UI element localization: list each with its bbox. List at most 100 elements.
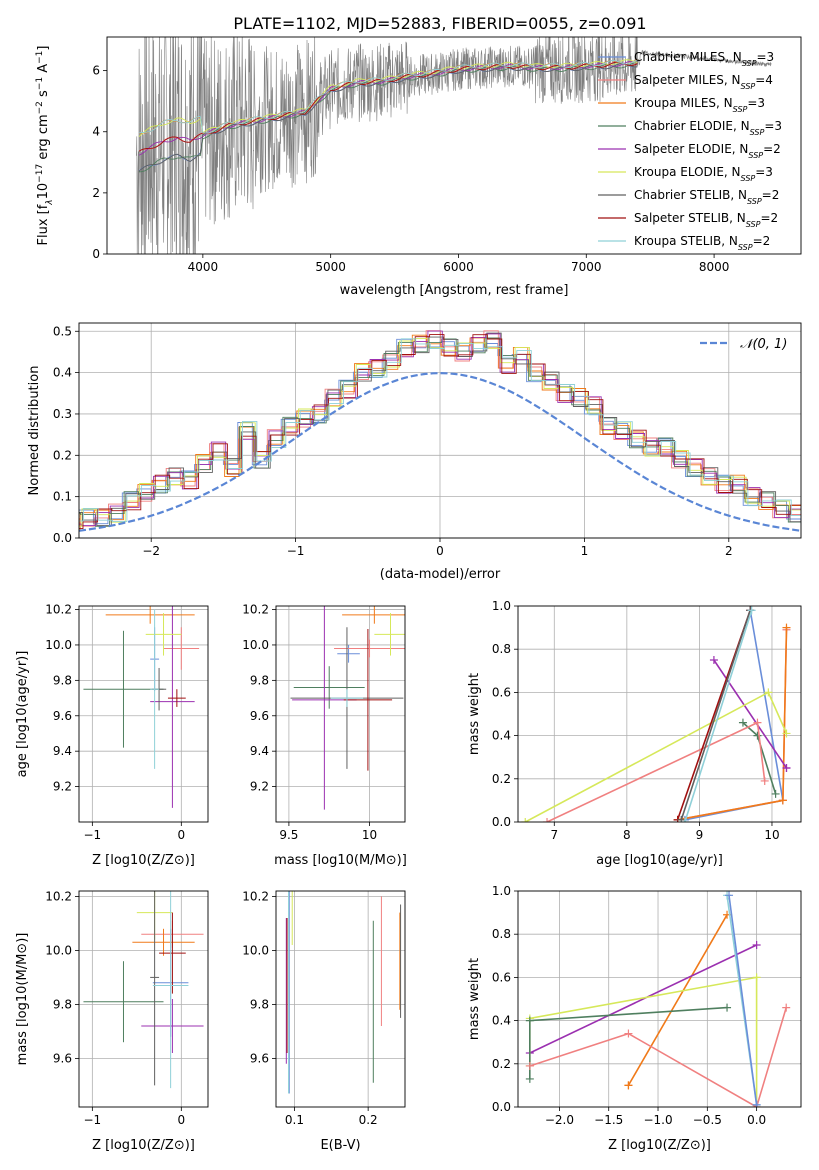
data-point (782, 764, 791, 772)
data-point (525, 1074, 534, 1083)
axes-frame (517, 605, 802, 823)
plot-area (525, 891, 791, 1107)
y-tick-label: 9.2 (250, 780, 269, 794)
x-axis-label: wavelength [Angstrom, rest frame] (340, 283, 569, 298)
histogram-step-line (79, 338, 801, 527)
y-tick-label: 9.4 (250, 744, 269, 758)
y-axis-label: mass weight (467, 958, 482, 1040)
data-point (677, 815, 686, 822)
y-axis-label: mass weight (467, 673, 482, 755)
y-axis-label: age [log10(age/yr)] (15, 651, 30, 778)
y-tick-label: 0.5 (53, 324, 72, 338)
data-point (521, 818, 530, 822)
y-tick-label: 9.8 (53, 673, 72, 687)
histogram-step-line (79, 334, 801, 530)
axes-frame (275, 605, 406, 823)
y-tick-label: 10.2 (45, 603, 72, 617)
x-tick-label: −1 (83, 828, 101, 842)
x-tick-label: 5000 (315, 260, 346, 274)
data-point (753, 731, 762, 740)
y-tick-label: 0.8 (492, 642, 511, 656)
data-point (543, 818, 552, 822)
data-point (738, 718, 747, 727)
y-tick-label: 0.4 (53, 366, 72, 380)
panel-mass-vs-Z: −1 0 9.6 9.8 10.0 10.2 Z [log10(Z/Z⊙)] mass [lo… (15, 889, 209, 1153)
y-axis-label: Flux [fλ10−17 erg cm−2 s−1 A−1] (35, 46, 55, 246)
x-tick-label: 10 (764, 828, 779, 842)
x-axis-label: Z [log10(Z/Z⊙)] (608, 1138, 711, 1153)
x-tick-label: 2 (725, 544, 733, 558)
model-spectrum-line (138, 59, 638, 137)
legend-label: 𝒩(0, 1) (740, 337, 787, 352)
histogram-step-line (79, 338, 801, 522)
legend-label: Kroupa MILES, NSSP=3 (634, 96, 765, 114)
y-tick-label: 0 (92, 247, 100, 261)
plot-area (285, 891, 402, 1094)
legend-label: Salpeter ELODIE, NSSP=2 (634, 142, 781, 160)
y-axis-label: Normed distribution (27, 366, 42, 496)
y-tick-label: 0.6 (492, 685, 511, 699)
y-tick-label: 0.0 (492, 1100, 511, 1114)
y-tick-label: 9.6 (250, 1051, 269, 1065)
x-tick-label: 0.0 (747, 1113, 766, 1127)
weight-series-line (546, 721, 766, 822)
x-axis-label: Z [log10(Z/Z⊙)] (92, 853, 195, 868)
y-tick-label: 0.0 (492, 815, 511, 829)
legend-label: Salpeter MILES, NSSP=4 (634, 73, 773, 91)
x-tick-label: 9.5 (279, 828, 298, 842)
y-tick-label: 0.1 (53, 490, 72, 504)
histogram-step-line (79, 334, 801, 531)
y-tick-label: 9.6 (53, 709, 72, 723)
weight-series-line (529, 1007, 787, 1107)
weight-series-line (627, 914, 728, 1086)
panel-residuals: −2 −1 0 1 2 0.0 0.1 0.2 0.3 0.4 0.5 (data-model)/er… (27, 322, 802, 582)
y-tick-label: 9.8 (53, 997, 72, 1011)
panel-weight-vs-Z: −2.0 −1.5 −1.0 −0.5 0.0 0.0 0.2 0.4 0.6 0.8 1.0 Z [… (467, 884, 802, 1153)
y-tick-label: 10.0 (242, 638, 269, 652)
x-tick-label: −2.0 (545, 1113, 574, 1127)
y-tick-label: 0.3 (53, 407, 72, 421)
y-axis-label: mass [log10(M/M⊙)] (15, 933, 30, 1066)
y-tick-label: 4 (92, 125, 100, 139)
axes-frame (78, 605, 209, 823)
legend-label: Chabrier STELIB, NSSP=2 (634, 188, 779, 206)
y-tick-label: 0.4 (492, 729, 511, 743)
y-tick-label: 1.0 (492, 599, 511, 613)
y-tick-label: 9.6 (53, 1051, 72, 1065)
y-tick-label: 1.0 (492, 884, 511, 898)
data-point (782, 1003, 791, 1012)
model-spectrum-line (138, 61, 638, 152)
y-tick-label: 0.8 (492, 927, 511, 941)
x-tick-label: −1 (83, 1113, 101, 1127)
x-tick-label: −1 (287, 544, 305, 558)
data-point (680, 818, 689, 822)
weight-series-line (524, 691, 788, 822)
y-tick-label: 9.8 (250, 997, 269, 1011)
y-tick-label: 10.0 (45, 943, 72, 957)
legend-label: Chabrier MILES, NSSP=3 (634, 50, 774, 68)
y-tick-label: 10.0 (45, 638, 72, 652)
histogram-step-line (79, 330, 801, 527)
x-axis-label: Z [log10(Z/Z⊙)] (92, 1138, 195, 1153)
legend-label: Chabrier ELODIE, NSSP=3 (634, 119, 782, 137)
x-axis-label: (data-model)/error (380, 567, 501, 582)
axes-frame (517, 890, 802, 1108)
axes-frame (78, 322, 802, 539)
figure-title: PLATE=1102, MJD=52883, FIBERID=0055, z=0… (233, 14, 646, 33)
plot-area (83, 606, 200, 808)
data-point (709, 656, 718, 664)
data-point (778, 796, 787, 805)
x-tick-label: 7 (550, 828, 558, 842)
y-tick-label: 0.2 (492, 1057, 511, 1071)
data-point (747, 606, 756, 615)
data-point (723, 1003, 732, 1012)
panel-mass-vs-ebv: 0.1 0.2 9.6 9.8 10.0 10.2 E(B-V) (242, 889, 406, 1153)
weight-series-line (684, 610, 753, 822)
weight-series-line (713, 659, 788, 769)
y-tick-label: 9.2 (53, 780, 72, 794)
weight-series-line (728, 895, 758, 1105)
y-tick-label: 0.4 (492, 1014, 511, 1028)
legend-label: Kroupa ELODIE, NSSP=3 (634, 165, 773, 183)
x-tick-label: −1.5 (594, 1113, 623, 1127)
